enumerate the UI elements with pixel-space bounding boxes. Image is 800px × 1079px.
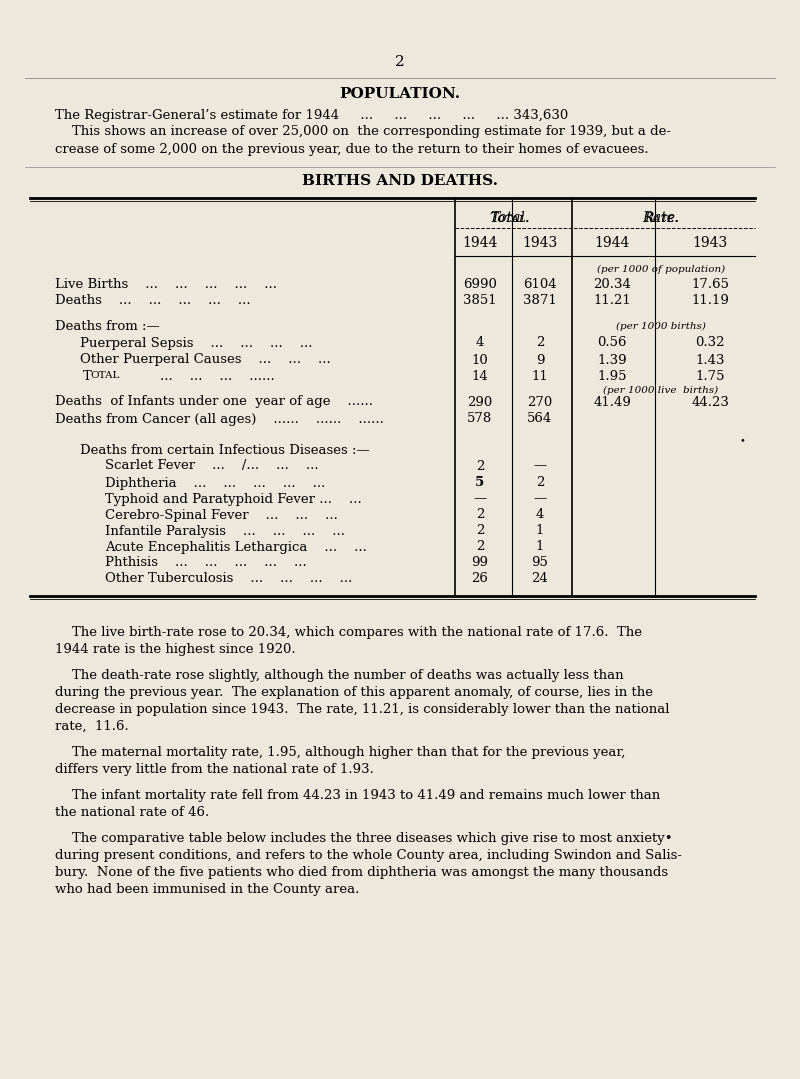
Text: The infant mortality rate fell from 44.23 in 1943 to 41.49 and remains much lowe: The infant mortality rate fell from 44.2…	[55, 789, 660, 802]
Text: 2: 2	[476, 508, 484, 521]
Text: 0.56: 0.56	[598, 337, 626, 350]
Text: Total.: Total.	[490, 211, 530, 226]
Text: 11.19: 11.19	[691, 295, 729, 308]
Text: 1943: 1943	[692, 236, 728, 250]
Text: decrease in population since 1943.  The rate, 11.21, is considerably lower than : decrease in population since 1943. The r…	[55, 704, 670, 716]
Text: 11.21: 11.21	[593, 295, 631, 308]
Text: 270: 270	[527, 396, 553, 409]
Text: 4: 4	[536, 508, 544, 521]
Text: 1.43: 1.43	[695, 354, 725, 367]
Text: the national rate of 46.: the national rate of 46.	[55, 806, 210, 819]
Text: BIRTHS AND DEATHS.: BIRTHS AND DEATHS.	[302, 174, 498, 188]
Text: Live Births    ...    ...    ...    ...    ...: Live Births ... ... ... ... ...	[55, 277, 277, 290]
Text: Tᴏᴛᴀʟ.: Tᴏᴛᴀʟ.	[490, 211, 530, 224]
Text: 564: 564	[527, 412, 553, 425]
Text: —: —	[474, 492, 486, 505]
Text: 4: 4	[476, 337, 484, 350]
Text: The maternal mortality rate, 1.95, although higher than that for the previous ye: The maternal mortality rate, 1.95, altho…	[55, 746, 626, 759]
Text: 14: 14	[472, 369, 488, 382]
Text: 3871: 3871	[523, 295, 557, 308]
Text: 10: 10	[472, 354, 488, 367]
Text: crease of some 2,000 on the previous year, due to the return to their homes of e: crease of some 2,000 on the previous yea…	[55, 142, 649, 155]
Text: Deaths from Cancer (all ages)    ......    ......    ......: Deaths from Cancer (all ages) ...... ...…	[55, 412, 384, 425]
Text: Cerebro-Spinal Fever    ...    ...    ...: Cerebro-Spinal Fever ... ... ...	[105, 508, 338, 521]
Text: Typhoid and Paratyphoid Fever ...    ...: Typhoid and Paratyphoid Fever ... ...	[105, 492, 362, 505]
Text: POPULATION.: POPULATION.	[339, 87, 461, 101]
Text: 1944: 1944	[594, 236, 630, 250]
Text: 2: 2	[536, 337, 544, 350]
Text: Rate.: Rate.	[642, 211, 680, 226]
Text: 11: 11	[532, 369, 548, 382]
Text: 20.34: 20.34	[593, 277, 631, 290]
Text: Acute Encephalitis Lethargica    ...    ...: Acute Encephalitis Lethargica ... ...	[105, 541, 367, 554]
Text: 1944: 1944	[462, 236, 498, 250]
Text: 17.65: 17.65	[691, 277, 729, 290]
Text: 3851: 3851	[463, 295, 497, 308]
Text: (per 1000 births): (per 1000 births)	[616, 322, 706, 330]
Text: 2: 2	[395, 55, 405, 69]
Text: ...    ...    ...    ......: ... ... ... ......	[160, 369, 274, 382]
Text: during present conditions, and refers to the whole County area, including Swindo: during present conditions, and refers to…	[55, 849, 682, 862]
Text: 1.95: 1.95	[598, 369, 626, 382]
Text: who had been immunised in the County area.: who had been immunised in the County are…	[55, 883, 359, 896]
Text: —: —	[534, 492, 546, 505]
Text: 1: 1	[536, 541, 544, 554]
Text: T: T	[83, 369, 92, 382]
Text: 6104: 6104	[523, 277, 557, 290]
Text: 5: 5	[475, 477, 485, 490]
Text: 26: 26	[471, 573, 489, 586]
Text: The live birth-rate rose to 20.34, which compares with the national rate of 17.6: The live birth-rate rose to 20.34, which…	[55, 626, 642, 639]
Text: The death-rate rose slightly, although the number of deaths was actually less th: The death-rate rose slightly, although t…	[55, 669, 624, 682]
Text: 2: 2	[476, 460, 484, 473]
Text: —: —	[534, 460, 546, 473]
Text: OTAL: OTAL	[90, 371, 119, 381]
Text: 41.49: 41.49	[593, 396, 631, 409]
Text: differs very little from the national rate of 1.93.: differs very little from the national ra…	[55, 763, 374, 776]
Text: The comparative table below includes the three diseases which give rise to most : The comparative table below includes the…	[55, 832, 673, 845]
Text: 578: 578	[467, 412, 493, 425]
Text: 1.75: 1.75	[695, 369, 725, 382]
Text: This shows an increase of over 25,000 on  the corresponding estimate for 1939, b: This shows an increase of over 25,000 on…	[55, 125, 671, 138]
Text: Puerperal Sepsis    ...    ...    ...    ...: Puerperal Sepsis ... ... ... ...	[80, 337, 313, 350]
Text: 2: 2	[476, 541, 484, 554]
Text: bury.  None of the five patients who died from diphtheria was amongst the many t: bury. None of the five patients who died…	[55, 866, 668, 879]
Text: 2: 2	[476, 524, 484, 537]
Text: Deaths from :—: Deaths from :—	[55, 319, 160, 332]
Text: The Registrar-General’s estimate for 1944     ...     ...     ...     ...     ..: The Registrar-General’s estimate for 194…	[55, 109, 568, 122]
Text: 0.32: 0.32	[695, 337, 725, 350]
Text: 24: 24	[532, 573, 548, 586]
Text: 44.23: 44.23	[691, 396, 729, 409]
Text: Deaths  of Infants under one  year of age    ......: Deaths of Infants under one year of age …	[55, 396, 373, 409]
Text: 1944 rate is the highest since 1920.: 1944 rate is the highest since 1920.	[55, 643, 296, 656]
Text: Phthisis    ...    ...    ...    ...    ...: Phthisis ... ... ... ... ...	[105, 557, 306, 570]
Text: 99: 99	[471, 557, 489, 570]
Text: 290: 290	[467, 396, 493, 409]
Text: 95: 95	[531, 557, 549, 570]
Text: rate,  11.6.: rate, 11.6.	[55, 720, 129, 733]
Text: Other Tuberculosis    ...    ...    ...    ...: Other Tuberculosis ... ... ... ...	[105, 573, 352, 586]
Text: Deaths from certain Infectious Diseases :—: Deaths from certain Infectious Diseases …	[80, 443, 370, 456]
Text: 1943: 1943	[522, 236, 558, 250]
Text: (per 1000 of population): (per 1000 of population)	[597, 264, 725, 274]
Text: 2: 2	[536, 477, 544, 490]
Text: (per 1000 live  births): (per 1000 live births)	[603, 385, 718, 395]
Text: Deaths    ...    ...    ...    ...    ...: Deaths ... ... ... ... ...	[55, 295, 250, 308]
Text: Scarlet Fever    ...    /...    ...    ...: Scarlet Fever ... /... ... ...	[105, 460, 318, 473]
Text: Rᴀᴛᴇ.: Rᴀᴛᴇ.	[644, 211, 678, 224]
Text: •: •	[739, 437, 745, 446]
Text: 6990: 6990	[463, 277, 497, 290]
Text: Infantile Paralysis    ...    ...    ...    ...: Infantile Paralysis ... ... ... ...	[105, 524, 345, 537]
Text: 1.39: 1.39	[597, 354, 627, 367]
Text: 9: 9	[536, 354, 544, 367]
Text: 1: 1	[536, 524, 544, 537]
Text: during the previous year.  The explanation of this apparent anomaly, of course, : during the previous year. The explanatio…	[55, 686, 653, 699]
Text: Other Puerperal Causes    ...    ...    ...: Other Puerperal Causes ... ... ...	[80, 354, 330, 367]
Text: Diphtheria    ...    ...    ...    ...    ...: Diphtheria ... ... ... ... ...	[105, 477, 326, 490]
